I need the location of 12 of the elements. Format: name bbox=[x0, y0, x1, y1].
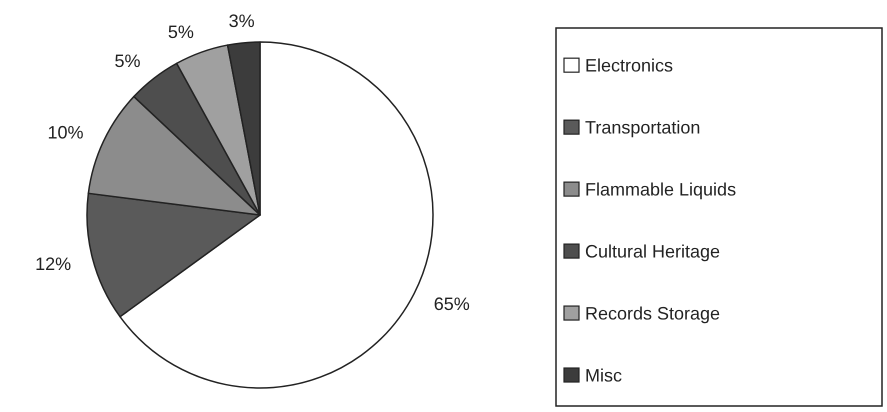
legend-label: Electronics bbox=[585, 55, 674, 76]
data-label: 12% bbox=[35, 254, 72, 274]
data-label: 5% bbox=[168, 22, 194, 42]
legend-label: Misc bbox=[585, 365, 622, 386]
legend-label: Flammable Liquids bbox=[585, 179, 736, 200]
data-label: 65% bbox=[434, 294, 470, 314]
data-label: 5% bbox=[114, 51, 140, 72]
data-label: 3% bbox=[228, 11, 255, 32]
data-label: 10% bbox=[48, 122, 84, 142]
legend-label: Records Storage bbox=[585, 303, 720, 324]
legend-label: Transportation bbox=[585, 117, 700, 138]
legend-label: Cultural Heritage bbox=[585, 241, 720, 262]
